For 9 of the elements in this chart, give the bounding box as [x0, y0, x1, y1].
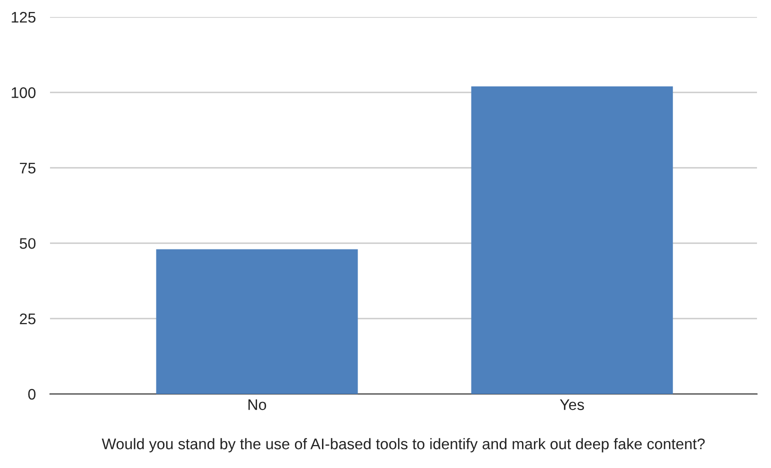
y-tick-label: 0 — [28, 388, 36, 400]
y-tick-label: 75 — [20, 162, 36, 174]
x-tick-label: Yes — [560, 399, 584, 410]
y-tick-label: 100 — [12, 87, 36, 98]
y-tick-label: 25 — [20, 313, 36, 324]
x-axis-title: Would you stand by the use of AI-based tools to identify and mark out deep fake content? — [102, 438, 705, 452]
x-tick-label: No — [248, 399, 266, 410]
y-tick-label: 50 — [20, 238, 36, 249]
y-tick-label: 125 — [12, 12, 36, 23]
